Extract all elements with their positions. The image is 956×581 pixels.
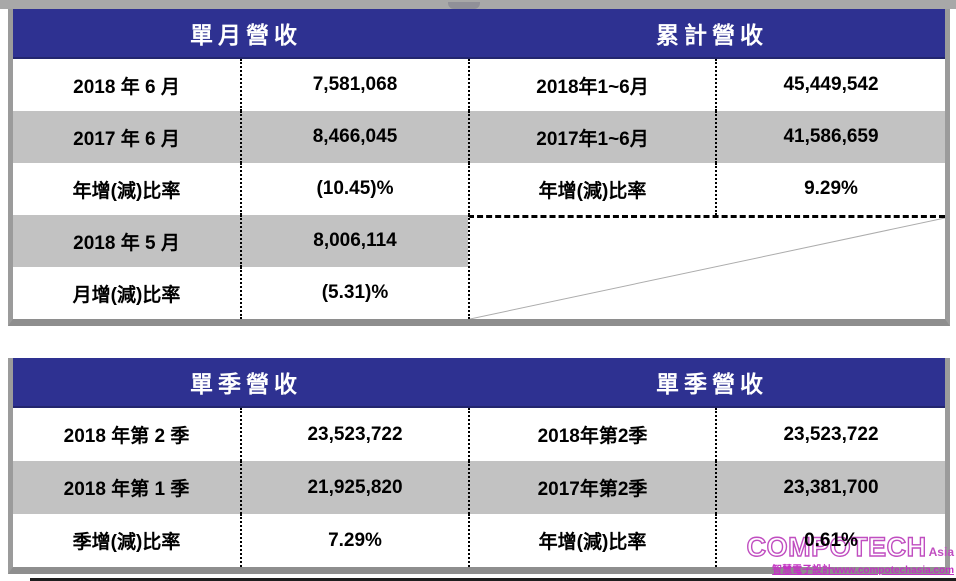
top-scroll-strip: [0, 0, 956, 9]
table-cell-value: 0.61%: [715, 514, 945, 567]
bottom-edge-line: [30, 578, 956, 581]
table-cell-value: 21,925,820: [240, 461, 468, 514]
table-cell-label: 年增(減)比率: [468, 514, 715, 567]
table-cell-label: 2017 年 6 月: [13, 111, 240, 163]
table-cell-value: 8,006,114: [240, 215, 468, 267]
table-cell-value: 7,581,068: [240, 59, 468, 111]
table-cell-value: 23,381,700: [715, 461, 945, 514]
quarterly-table-body: 2018 年第 2 季 23,523,722 2018年第2季 23,523,7…: [13, 408, 945, 567]
monthly-header-left: 單月營收: [190, 22, 302, 48]
table-cell-value: 45,449,542: [715, 59, 945, 111]
table-cell-label: 2017年第2季: [468, 461, 715, 514]
table-cell-label: 月增(減)比率: [13, 267, 240, 319]
quarterly-header-left: 單季營收: [190, 371, 302, 397]
table-cell-label: 2018 年 5 月: [13, 215, 240, 267]
table-cell-label: 2018年1~6月: [468, 59, 715, 111]
monthly-table-header: 單月營收 累計營收: [13, 9, 945, 59]
empty-merged-cell: [468, 215, 945, 319]
scroll-handle-icon: [448, 2, 480, 9]
table-cell-label: 2018 年第 1 季: [13, 461, 240, 514]
table-cell-value: 7.29%: [240, 514, 468, 567]
diagonal-strike-line: [470, 218, 945, 319]
table-cell-label: 2018年第2季: [468, 408, 715, 461]
table-cell-value: 41,586,659: [715, 111, 945, 163]
monthly-table-body: 2018 年 6 月 7,581,068 2018年1~6月 45,449,54…: [13, 59, 945, 319]
quarterly-table-header: 單季營收 單季營收: [13, 358, 945, 408]
table-cell-value: 9.29%: [715, 163, 945, 215]
quarterly-revenue-table: 單季營收 單季營收 2018 年第 2 季 23,523,722 2018年第2…: [8, 358, 950, 574]
table-cell-label: 年增(減)比率: [13, 163, 240, 215]
table-cell-label: 季增(減)比率: [13, 514, 240, 567]
table-cell-value-text: 0.61%: [804, 529, 858, 551]
quarterly-header-right: 單季營收: [656, 371, 768, 397]
table-cell-value: 23,523,722: [715, 408, 945, 461]
table-cell-label: 2018 年 6 月: [13, 59, 240, 111]
table-cell-label: 2018 年第 2 季: [13, 408, 240, 461]
monthly-header-right: 累計營收: [656, 22, 768, 48]
table-cell-label: 年增(減)比率: [468, 163, 715, 215]
table-cell-label: 2017年1~6月: [468, 111, 715, 163]
table-cell-value: 23,523,722: [240, 408, 468, 461]
table-cell-value: (10.45)%: [240, 163, 468, 215]
table-cell-value: 8,466,045: [240, 111, 468, 163]
table-cell-value: (5.31)%: [240, 267, 468, 319]
monthly-revenue-table: 單月營收 累計營收 2018 年 6 月 7,581,068 2018年1~6月…: [8, 9, 950, 326]
